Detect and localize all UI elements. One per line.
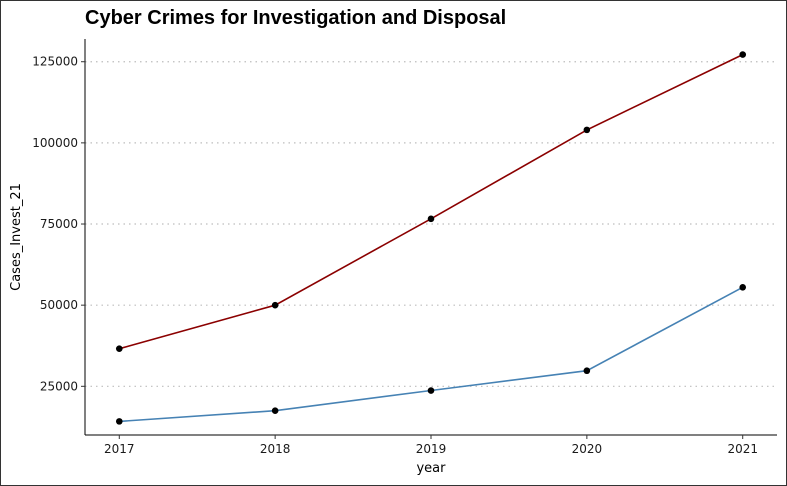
- y-tick-label: 50000: [40, 298, 78, 312]
- y-tick-label: 25000: [40, 379, 78, 393]
- y-axis-title: Cases_Invest_21: [9, 183, 24, 291]
- data-point-series-1: [427, 215, 435, 223]
- data-point-series-2: [115, 418, 123, 425]
- y-tick-label: 100000: [32, 136, 78, 150]
- x-tick-label: 2020: [572, 442, 603, 456]
- y-tick-label: 125000: [32, 55, 78, 69]
- data-point-series-2: [271, 407, 279, 414]
- data-point-series-2: [739, 284, 747, 291]
- y-axis-ticks: 25000 50000 75000 100000 125000: [32, 55, 85, 393]
- series-lines: [119, 53, 744, 423]
- y-tick-label: 75000: [40, 217, 78, 231]
- x-tick-label: 2019: [416, 442, 447, 456]
- x-axis-ticks: 2017 2018 2019 2020 2021: [104, 435, 758, 456]
- chart-title: Cyber Crimes for Investigation and Dispo…: [85, 7, 507, 29]
- data-point-series-1: [739, 51, 747, 58]
- data-point-series-1: [271, 301, 279, 309]
- series-line-2: [119, 286, 744, 423]
- data-point-series-2: [583, 367, 591, 375]
- data-point-series-1: [583, 126, 591, 134]
- x-tick-label: 2021: [727, 442, 758, 456]
- x-tick-label: 2017: [104, 442, 135, 456]
- data-point-series-2: [427, 387, 435, 394]
- data-point-series-1: [115, 345, 123, 352]
- x-tick-label: 2018: [260, 442, 291, 456]
- x-axis-title: year: [416, 461, 446, 476]
- data-points: [115, 51, 747, 425]
- gridlines: [85, 61, 777, 387]
